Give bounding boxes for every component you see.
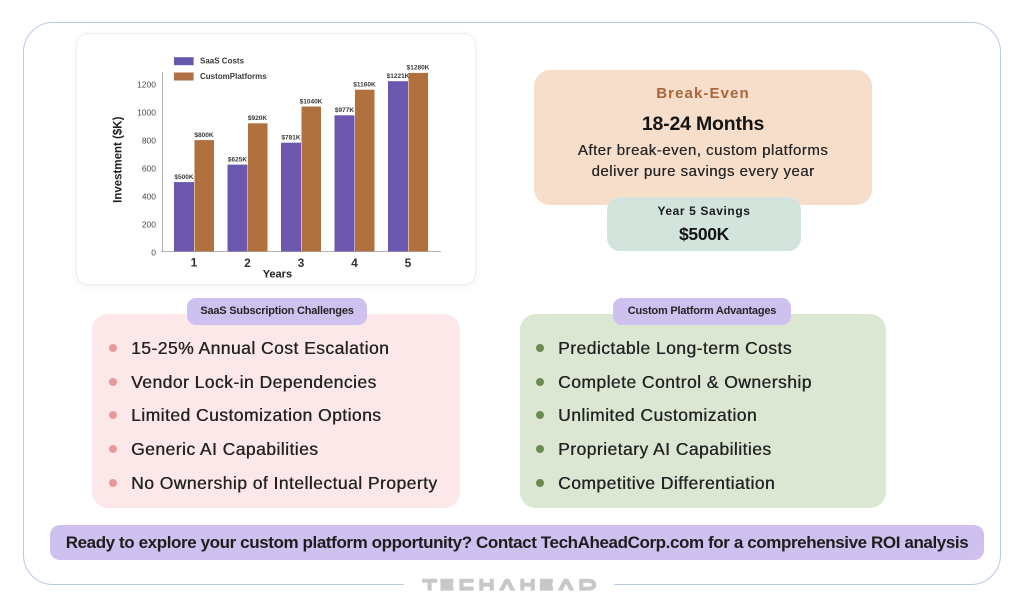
svg-text:$800K: $800K — [194, 132, 213, 139]
svg-text:5: 5 — [405, 256, 412, 270]
svg-text:$625K: $625K — [228, 156, 247, 163]
svg-text:Years: Years — [263, 269, 292, 281]
svg-text:800: 800 — [142, 135, 156, 145]
svg-text:4: 4 — [351, 256, 358, 270]
svg-text:1000: 1000 — [137, 107, 156, 117]
svg-text:2: 2 — [244, 256, 251, 270]
svg-text:$920K: $920K — [248, 115, 267, 122]
svg-text:$1221K: $1221K — [387, 73, 410, 80]
svg-text:$977K: $977K — [335, 107, 354, 114]
svg-text:SaaS Costs: SaaS Costs — [200, 57, 245, 66]
svg-text:1200: 1200 — [137, 79, 156, 89]
svg-text:Investment ($K): Investment ($K) — [113, 116, 125, 202]
svg-text:$1040K: $1040K — [300, 98, 323, 105]
svg-text:CustomPlatforms: CustomPlatforms — [200, 72, 267, 81]
svg-text:0: 0 — [151, 247, 156, 257]
svg-text:400: 400 — [142, 191, 156, 201]
svg-text:3: 3 — [298, 256, 305, 270]
svg-text:$500K: $500K — [174, 174, 193, 181]
svg-text:600: 600 — [142, 163, 156, 173]
svg-text:1: 1 — [191, 256, 198, 270]
svg-text:$1280K: $1280K — [407, 65, 430, 72]
svg-text:$781K: $781K — [281, 135, 300, 142]
svg-text:200: 200 — [142, 219, 156, 229]
svg-text:$1160K: $1160K — [353, 82, 376, 89]
